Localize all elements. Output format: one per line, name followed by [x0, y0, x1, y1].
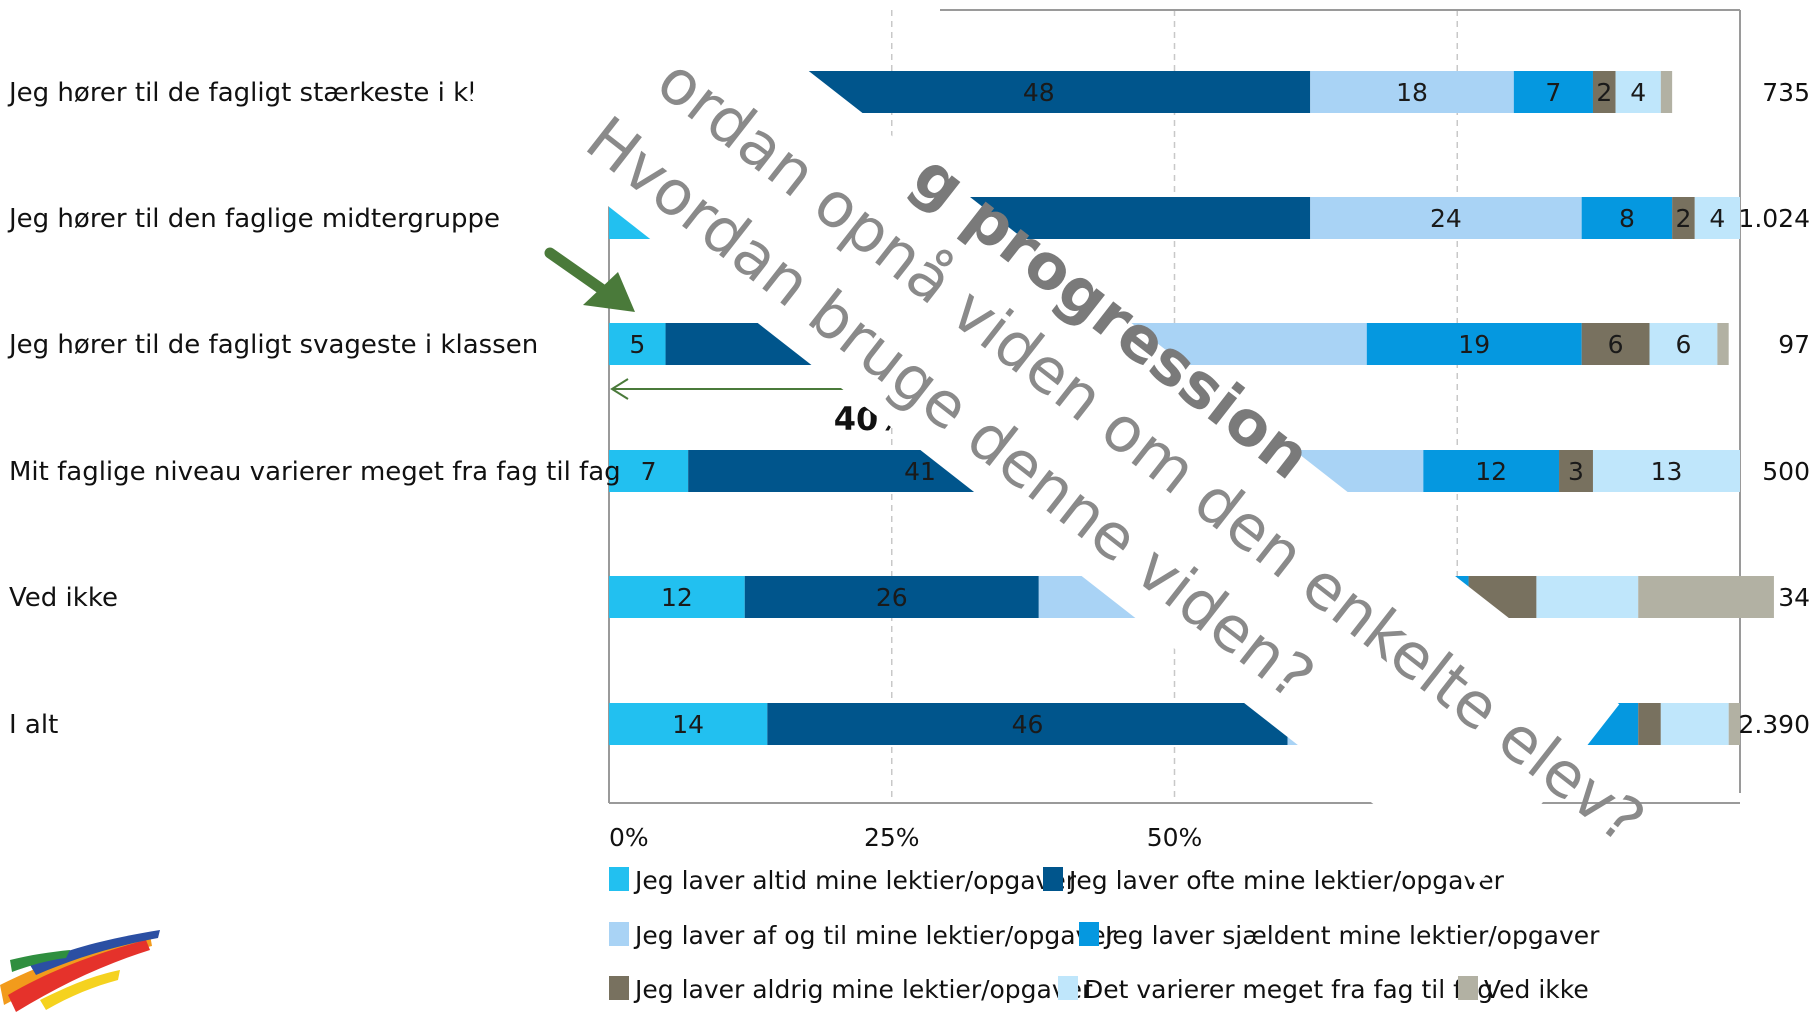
data-label: 8 [1619, 204, 1635, 233]
bar-segment [609, 576, 745, 618]
data-label: 3 [1568, 457, 1584, 486]
bar-segment [1423, 450, 1560, 492]
row-total: 34 [1778, 583, 1810, 612]
bar-segment [1649, 323, 1718, 365]
category-label: Mit faglige niveau varierer meget fra fa… [9, 457, 621, 487]
data-label: 6 [1608, 330, 1624, 359]
bar-segment [1638, 576, 1774, 618]
bar-segment [609, 323, 666, 365]
legend-swatch [1458, 976, 1478, 1000]
bar-segment [1581, 323, 1650, 365]
legend-label: Det varierer meget fra fag til fag [1084, 975, 1493, 1004]
data-label: 4 [1709, 204, 1725, 233]
brushstroke-logo [0, 930, 160, 1012]
legend-label: Jeg laver sjældent mine lektier/opgaver [1103, 921, 1600, 950]
bar-segment [1672, 197, 1695, 239]
category-label: Jeg hører til de fagligt stærkeste i kla… [7, 78, 551, 108]
bar-segment [1694, 197, 1740, 239]
bar-segment [1366, 323, 1582, 365]
x-axis-ticks: 0%25%50%75% [609, 823, 1485, 852]
bar-segment [1660, 703, 1729, 745]
green-arrow-icon [544, 247, 635, 312]
data-label: 18 [1396, 78, 1428, 107]
x-tick-label: 0% [609, 823, 649, 852]
bar-segment [1536, 576, 1639, 618]
bar-segment [1559, 450, 1593, 492]
bar-segment [1728, 703, 1740, 745]
row-total: 735 [1762, 78, 1810, 107]
data-label: 24 [1430, 204, 1462, 233]
data-label: 2 [1675, 204, 1691, 233]
bar-segment [1513, 71, 1593, 113]
row-total: 1.024 [1738, 204, 1810, 233]
data-label: 13 [1651, 457, 1683, 486]
legend-swatch [1058, 976, 1078, 1000]
data-label: 14 [672, 710, 704, 739]
data-label: 46 [1012, 710, 1044, 739]
legend: Jeg laver altid mine lektier/opgaverJeg … [609, 866, 1600, 1004]
data-label: 19 [1458, 330, 1490, 359]
legend-label: Jeg laver aldrig mine lektier/opgaver [633, 975, 1093, 1004]
legend-swatch [1079, 922, 1099, 946]
row-total: 2.390 [1738, 710, 1810, 739]
data-label: 12 [661, 583, 693, 612]
bar-segment [1592, 71, 1616, 113]
data-label: 6 [1675, 330, 1691, 359]
legend-swatch [609, 976, 629, 1000]
bar-segment [767, 71, 1311, 113]
row-totals: 735 1.024 97 500 34 2.390 [1738, 78, 1810, 739]
bar-segment [1581, 197, 1673, 239]
data-label: 7 [1545, 78, 1561, 107]
legend-label: Jeg laver af og til mine lektier/opgaver [633, 921, 1117, 950]
bar-segment [1615, 71, 1661, 113]
legend-label: Jeg laver altid mine lektier/opgaver [633, 866, 1077, 895]
bar-segment [1638, 703, 1661, 745]
legend-swatch [609, 867, 629, 891]
data-label: 12 [1475, 457, 1507, 486]
bar-segment [609, 703, 768, 745]
row-total: 500 [1762, 457, 1810, 486]
category-label: Ved ikke [9, 583, 118, 613]
data-label: 26 [876, 583, 908, 612]
bar-segment [1310, 197, 1582, 239]
bar-segment [1660, 71, 1673, 113]
legend-swatch [609, 922, 629, 946]
bar-segment [1717, 323, 1729, 365]
data-label: 41 [904, 457, 936, 486]
legend-label: Jeg laver ofte mine lektier/opgaver [1067, 866, 1505, 895]
bar-segment [609, 450, 689, 492]
category-label: I alt [9, 710, 58, 740]
bar-segment [744, 576, 1039, 618]
bar-segment [767, 703, 1288, 745]
data-label: 7 [641, 457, 657, 486]
x-tick-label: 25% [864, 823, 920, 852]
bar-segment [1310, 71, 1514, 113]
category-labels: Jeg hører til de fagligt stærkeste i kla… [7, 78, 621, 740]
data-label: 5 [629, 330, 645, 359]
legend-swatch [1043, 867, 1063, 891]
data-label: 2 [1596, 78, 1612, 107]
x-tick-label: 50% [1147, 823, 1203, 852]
category-label: Jeg hører til den faglige midtergruppe [7, 204, 500, 234]
data-label: 4 [1630, 78, 1646, 107]
category-label: Jeg hører til de fagligt svageste i klas… [7, 330, 538, 360]
bar-segment [1592, 450, 1740, 492]
data-label: 48 [1023, 78, 1055, 107]
legend-label: Ved ikke [1484, 975, 1589, 1004]
row-total: 97 [1778, 330, 1810, 359]
